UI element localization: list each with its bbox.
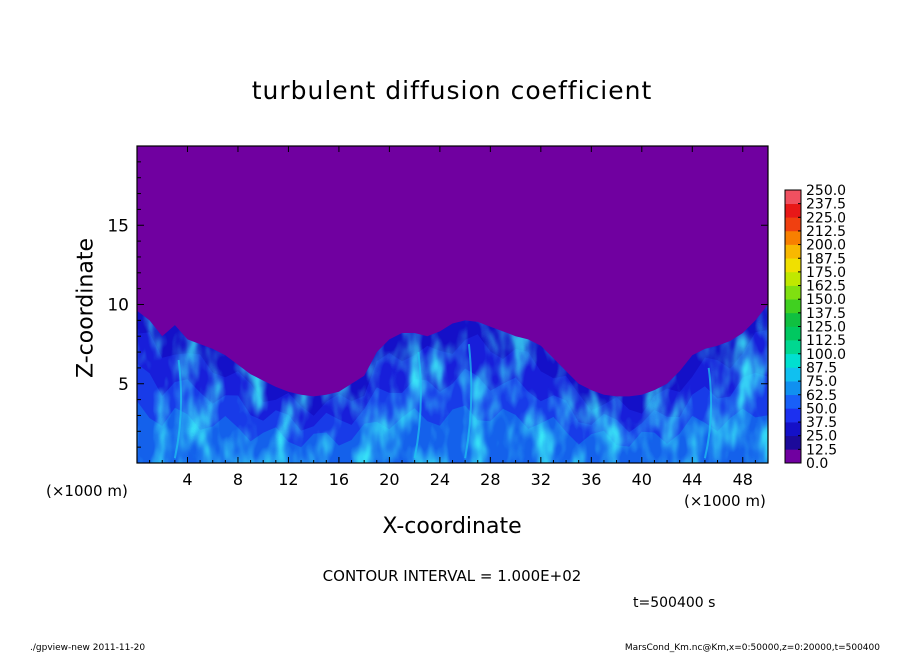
x-tick-label: 12 bbox=[278, 470, 298, 489]
colorbar-swatch bbox=[785, 312, 801, 327]
colorbar-swatch bbox=[785, 435, 801, 450]
colorbar-swatch bbox=[785, 394, 801, 409]
plume-2 bbox=[413, 351, 422, 459]
x-axis-unit-right: (×1000 m) bbox=[684, 492, 766, 510]
colorbar: 0.012.525.037.550.062.575.087.5100.0112.… bbox=[784, 183, 846, 472]
contour-interval: CONTOUR INTERVAL = 1.000E+02 bbox=[322, 567, 582, 585]
x-axis-unit-left: (×1000 m) bbox=[46, 482, 128, 500]
colorbar-tick-label: 200.0 bbox=[806, 238, 846, 254]
y-tick-label: 10 bbox=[107, 296, 129, 316]
x-tick-label: 16 bbox=[329, 470, 349, 489]
x-tick-label: 24 bbox=[430, 470, 450, 489]
colorbar-swatch bbox=[785, 230, 801, 245]
plume-4 bbox=[703, 367, 713, 459]
colorbar-tick-label: 25.0 bbox=[806, 429, 837, 445]
colorbar-swatch bbox=[785, 367, 801, 382]
colorbar-tick-label: 137.5 bbox=[806, 306, 846, 322]
colorbar-swatch bbox=[785, 285, 801, 300]
colorbar-tick-label: 237.5 bbox=[806, 197, 846, 213]
time-label: t=500400 s bbox=[633, 595, 716, 611]
colorbar-tick-label: 250.0 bbox=[806, 183, 846, 199]
colorbar-swatch bbox=[785, 326, 801, 341]
colorbar-tick-label: 212.5 bbox=[806, 224, 846, 240]
colorbar-tick-label: 37.5 bbox=[806, 415, 837, 431]
colorbar-tick-label: 50.0 bbox=[806, 401, 837, 417]
y-axis-label: Z-coordinate bbox=[73, 238, 99, 378]
x-tick-label: 40 bbox=[632, 470, 652, 489]
x-tick-label: 36 bbox=[581, 470, 601, 489]
x-tick-label: 32 bbox=[531, 470, 551, 489]
plume-1 bbox=[173, 359, 183, 459]
x-tick-label: 4 bbox=[182, 470, 192, 489]
colorbar-tick-label: 0.0 bbox=[806, 456, 828, 472]
colorbar-tick-label: 75.0 bbox=[806, 374, 837, 390]
x-tick-label: 8 bbox=[233, 470, 243, 489]
colorbar-swatch bbox=[785, 408, 801, 423]
colorbar-tick-label: 125.0 bbox=[806, 320, 846, 336]
colorbar-swatch bbox=[785, 353, 801, 368]
colorbar-swatch bbox=[785, 449, 801, 464]
plume-3 bbox=[464, 344, 473, 459]
colorbar-tick-label: 150.0 bbox=[806, 292, 846, 308]
footer-left: ./gpview-new 2011-11-20 bbox=[30, 643, 146, 653]
colorbar-tick-label: 225.0 bbox=[806, 210, 846, 226]
x-tick-label: 48 bbox=[733, 470, 753, 489]
x-axis-label: X-coordinate bbox=[382, 514, 522, 539]
plot-area bbox=[137, 146, 768, 463]
turbulent-region bbox=[137, 304, 768, 463]
x-tick-label: 28 bbox=[480, 470, 500, 489]
colorbar-tick-label: 162.5 bbox=[806, 279, 846, 295]
colorbar-swatch bbox=[785, 422, 801, 436]
colorbar-swatch bbox=[785, 217, 801, 232]
colorbar-swatch bbox=[785, 299, 801, 314]
colorbar-swatch bbox=[785, 190, 801, 204]
colorbar-swatch bbox=[785, 381, 801, 396]
colorbar-tick-label: 112.5 bbox=[806, 333, 846, 349]
colorbar-tick-label: 87.5 bbox=[806, 360, 837, 376]
colorbar-swatch bbox=[785, 203, 801, 218]
footer-right: MarsCond_Km.nc@Km,x=0:50000,z=0:20000,t=… bbox=[624, 643, 880, 653]
colorbar-tick-label: 187.5 bbox=[806, 251, 846, 267]
y-tick-label: 5 bbox=[118, 375, 129, 395]
colorbar-tick-label: 175.0 bbox=[806, 265, 846, 281]
colorbar-swatch bbox=[785, 340, 801, 355]
colorbar-swatch bbox=[785, 271, 801, 286]
turbulent-texture bbox=[137, 304, 768, 463]
colorbar-swatch bbox=[785, 258, 801, 273]
y-tick-label: 15 bbox=[107, 216, 129, 236]
x-tick-label: 44 bbox=[682, 470, 702, 489]
colorbar-tick-label: 12.5 bbox=[806, 442, 837, 458]
colorbar-swatch bbox=[785, 244, 801, 259]
chart-title: turbulent diffusion coefficient bbox=[251, 76, 653, 105]
colorbar-tick-label: 62.5 bbox=[806, 388, 837, 404]
x-tick-label: 20 bbox=[379, 470, 399, 489]
colorbar-tick-label: 100.0 bbox=[806, 347, 846, 363]
